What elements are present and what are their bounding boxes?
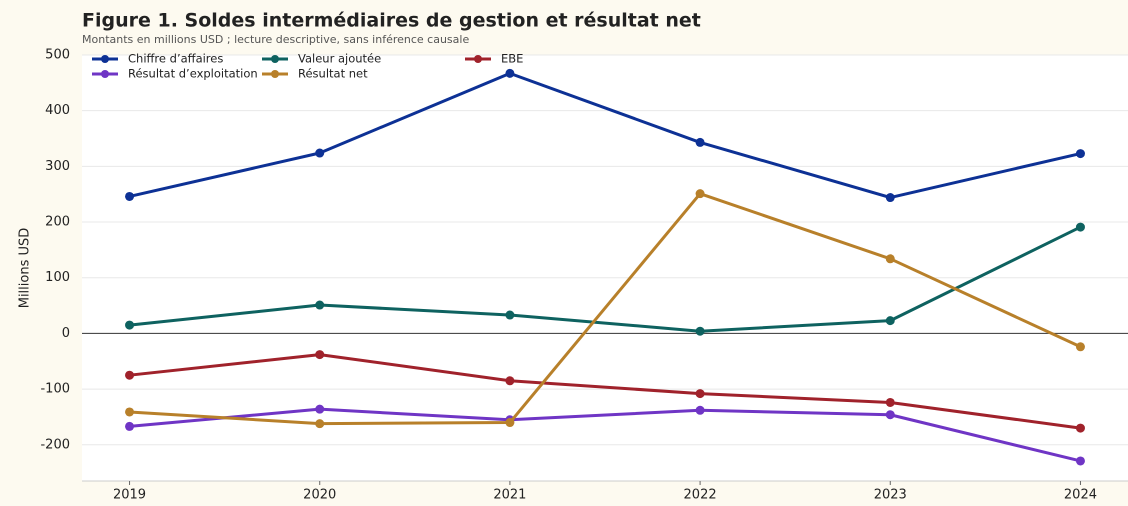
data-point (315, 404, 325, 414)
data-point (1075, 222, 1085, 232)
series-line (129, 71, 1081, 200)
x-tick-label: 2021 (493, 488, 526, 503)
series-line (129, 353, 1081, 430)
y-tick-label: 400 (45, 103, 70, 118)
series-line (129, 407, 1081, 463)
legend-marker (101, 70, 109, 78)
legend-label: Résultat net (298, 67, 368, 81)
x-tick-label: 2023 (874, 488, 907, 503)
data-point (315, 350, 325, 360)
data-point (695, 189, 705, 199)
y-tick-label: 200 (45, 215, 70, 230)
data-point (1075, 149, 1085, 159)
data-point (885, 254, 895, 264)
series-line (129, 225, 1082, 333)
data-point (695, 326, 705, 336)
data-point (1075, 456, 1085, 466)
y-tick-label: -200 (40, 437, 70, 452)
data-point (125, 421, 135, 431)
legend-label: EBE (501, 52, 523, 66)
legend-label: Chiffre d’affaires (128, 52, 223, 66)
data-point (885, 397, 895, 407)
series-line (129, 192, 1082, 426)
data-point (125, 320, 135, 330)
legend-label: Résultat d’exploitation (128, 67, 258, 81)
data-point (695, 389, 705, 399)
x-tick-label: 2019 (113, 488, 146, 503)
y-tick-label: -100 (40, 382, 70, 397)
x-tick-label: 2024 (1064, 488, 1097, 503)
y-tick-label: 500 (45, 48, 70, 63)
x-tick-label: 2022 (684, 488, 717, 503)
legend-marker (474, 55, 482, 63)
data-point (695, 405, 705, 415)
y-axis-label: Millions USD (18, 228, 33, 309)
y-tick-label: 0 (62, 326, 70, 341)
data-point (315, 148, 325, 158)
data-point (505, 418, 515, 428)
legend-marker (271, 55, 279, 63)
legend-marker (101, 55, 109, 63)
chart-title: Figure 1. Soldes intermédiaires de gesti… (82, 10, 701, 32)
data-point (505, 68, 515, 78)
chart-subtitle: Montants en millions USD ; lecture descr… (82, 33, 469, 46)
data-point (1075, 423, 1085, 433)
data-point (1075, 342, 1085, 352)
data-point (505, 310, 515, 320)
y-tick-label: 300 (45, 159, 70, 174)
data-point (125, 370, 135, 380)
data-point (315, 300, 325, 310)
data-point (885, 316, 895, 326)
data-point (695, 137, 705, 147)
legend-marker (271, 70, 279, 78)
data-point (125, 191, 135, 201)
data-point (315, 419, 325, 429)
data-point (125, 407, 135, 417)
data-point (885, 193, 895, 203)
data-point (505, 376, 515, 386)
y-tick-label: 100 (45, 270, 70, 285)
data-point (885, 410, 895, 420)
x-tick-label: 2020 (303, 488, 336, 503)
legend-label: Valeur ajoutée (298, 52, 381, 66)
